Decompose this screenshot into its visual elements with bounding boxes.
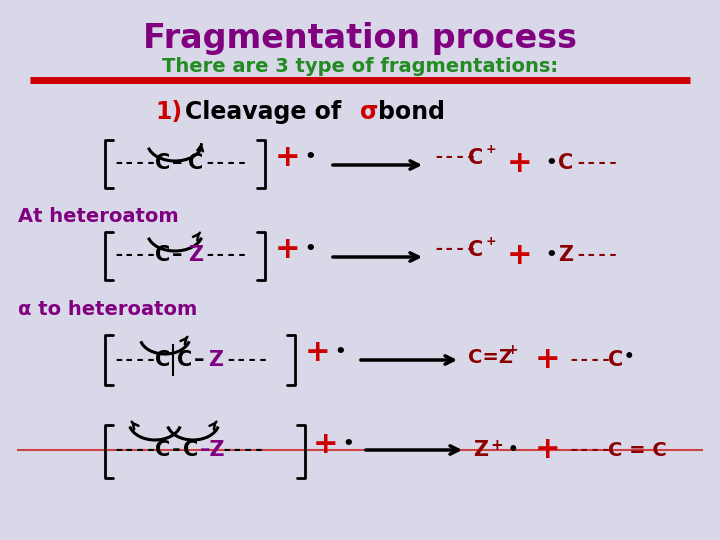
Text: C: C bbox=[608, 350, 624, 370]
Text: ----: ---- bbox=[568, 351, 611, 369]
Text: +: + bbox=[313, 430, 338, 459]
Text: ----: ---- bbox=[113, 154, 156, 172]
Text: C: C bbox=[468, 240, 483, 260]
Text: •: • bbox=[545, 154, 557, 172]
Text: +: + bbox=[507, 240, 533, 269]
Text: C: C bbox=[155, 245, 170, 265]
Text: –: – bbox=[194, 350, 204, 370]
Text: C: C bbox=[155, 440, 170, 460]
Text: +: + bbox=[535, 346, 561, 375]
Text: C: C bbox=[558, 153, 573, 173]
Text: +: + bbox=[275, 143, 301, 172]
Text: C: C bbox=[183, 440, 198, 460]
Text: •: • bbox=[334, 343, 346, 361]
Text: ----: ---- bbox=[113, 351, 156, 369]
Text: bond: bond bbox=[378, 100, 445, 124]
Text: σ: σ bbox=[360, 100, 379, 124]
Text: Fragmentation process: Fragmentation process bbox=[143, 22, 577, 55]
Text: ----: ---- bbox=[575, 246, 618, 264]
Text: •: • bbox=[304, 240, 315, 258]
Text: C: C bbox=[468, 148, 483, 168]
Text: C: C bbox=[155, 153, 170, 173]
Text: 1): 1) bbox=[155, 100, 182, 124]
Text: ----: ---- bbox=[433, 148, 477, 166]
Text: •: • bbox=[304, 148, 315, 166]
Text: +: + bbox=[275, 235, 301, 264]
Text: ----: ---- bbox=[225, 351, 269, 369]
Text: –Z: –Z bbox=[200, 440, 225, 460]
Text: +: + bbox=[507, 148, 533, 178]
Text: •: • bbox=[508, 441, 518, 459]
Text: ----: ---- bbox=[575, 154, 618, 172]
Text: Z: Z bbox=[208, 350, 223, 370]
Text: C: C bbox=[177, 350, 192, 370]
Text: -: - bbox=[172, 440, 181, 460]
Text: C: C bbox=[155, 350, 170, 370]
Text: •: • bbox=[545, 246, 557, 264]
Text: +: + bbox=[486, 143, 497, 156]
Text: ----: ---- bbox=[433, 240, 477, 258]
Text: •: • bbox=[624, 348, 634, 366]
Text: ----: ---- bbox=[204, 154, 248, 172]
Text: Z: Z bbox=[188, 245, 203, 265]
Text: At heteroatom: At heteroatom bbox=[18, 207, 179, 226]
Text: +: + bbox=[506, 343, 518, 357]
Text: Z: Z bbox=[473, 440, 488, 460]
Text: Cleavage of: Cleavage of bbox=[185, 100, 341, 124]
Text: +: + bbox=[535, 435, 561, 464]
Text: There are 3 type of fragmentations:: There are 3 type of fragmentations: bbox=[162, 57, 558, 76]
Text: ----: ---- bbox=[204, 246, 248, 264]
Text: C: C bbox=[188, 153, 203, 173]
Text: ----: ---- bbox=[113, 246, 156, 264]
Text: ----: ---- bbox=[568, 441, 611, 459]
Text: +: + bbox=[305, 338, 330, 367]
Text: +: + bbox=[490, 437, 503, 453]
Text: Z: Z bbox=[558, 245, 573, 265]
Text: ----: ---- bbox=[113, 441, 156, 459]
Text: –: – bbox=[172, 245, 182, 265]
Text: C = C: C = C bbox=[608, 441, 667, 460]
Text: +: + bbox=[486, 235, 497, 248]
Text: •: • bbox=[342, 435, 354, 453]
Text: –: – bbox=[172, 153, 182, 173]
Text: ----: ---- bbox=[221, 441, 264, 459]
Text: α to heteroatom: α to heteroatom bbox=[18, 300, 197, 319]
Text: C=Z: C=Z bbox=[468, 348, 513, 367]
